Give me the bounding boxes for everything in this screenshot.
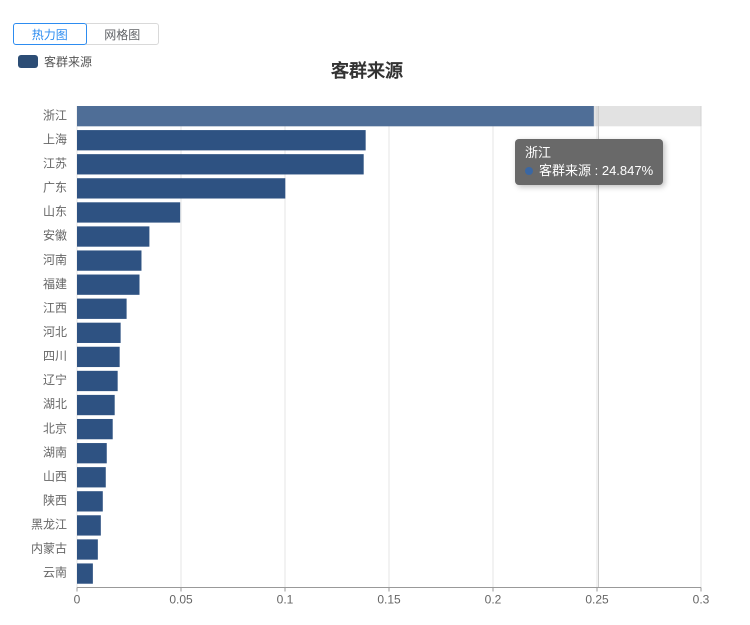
svg-text:上海: 上海 [43,131,67,146]
svg-text:安徽: 安徽 [43,228,67,243]
svg-text:山西: 山西 [43,469,67,483]
svg-text:0.05: 0.05 [169,593,193,607]
svg-text:0.3: 0.3 [693,593,710,607]
svg-text:湖南: 湖南 [43,444,67,459]
svg-text:黑龙江: 黑龙江 [31,518,67,532]
svg-text:河南: 河南 [43,252,67,267]
svg-text:北京: 北京 [43,421,67,435]
svg-text:福建: 福建 [43,276,67,291]
svg-text:江西: 江西 [43,301,67,315]
svg-text:0.25: 0.25 [585,593,609,607]
svg-text:湖北: 湖北 [43,396,67,411]
svg-text:云南: 云南 [43,565,67,580]
svg-text:河北: 河北 [43,325,67,339]
svg-text:0: 0 [74,593,81,607]
svg-text:0.15: 0.15 [377,593,401,607]
svg-text:四川: 四川 [43,349,67,363]
svg-text:山东: 山东 [43,205,67,219]
svg-text:江苏: 江苏 [43,156,67,170]
svg-text:0.2: 0.2 [485,593,502,607]
svg-text:0.1: 0.1 [277,593,294,607]
svg-text:浙江: 浙江 [43,108,67,122]
svg-text:辽宁: 辽宁 [43,372,67,387]
svg-text:内蒙古: 内蒙古 [31,541,67,556]
svg-text:广东: 广东 [43,181,67,195]
svg-text:陕西: 陕西 [43,493,67,508]
